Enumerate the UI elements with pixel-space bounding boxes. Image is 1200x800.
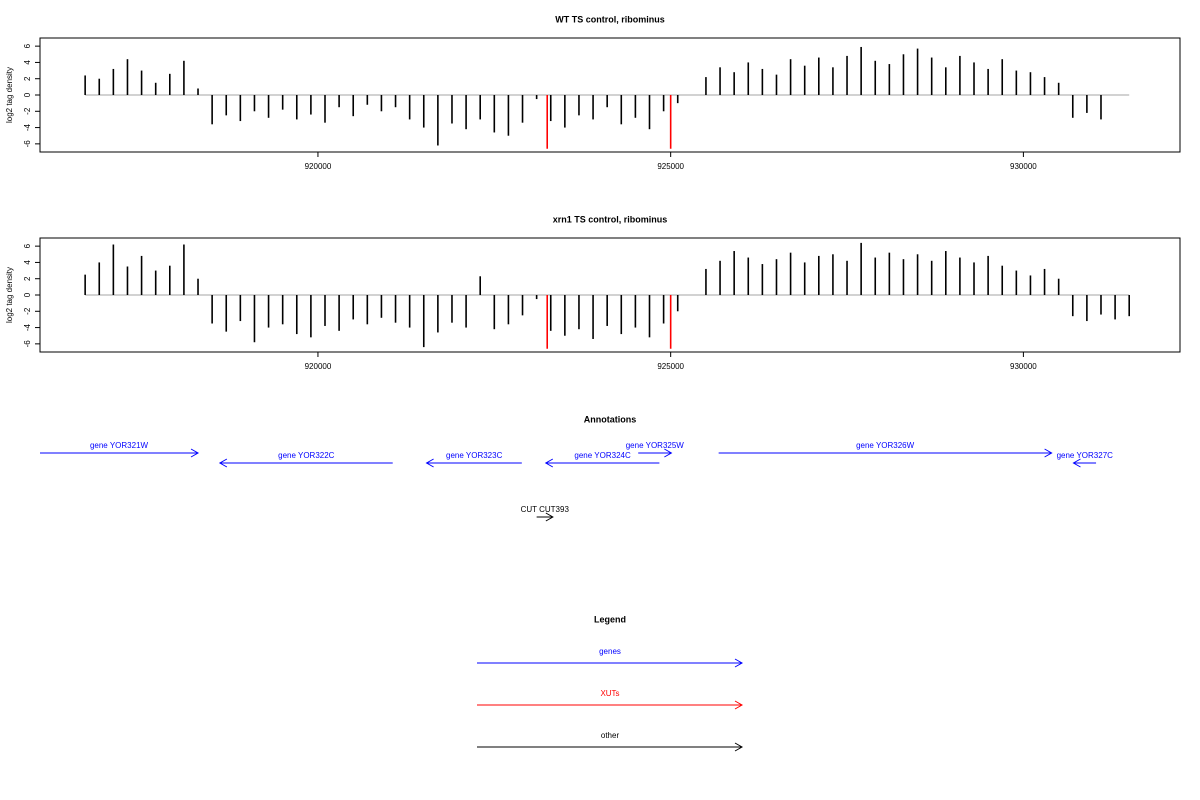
arrow-head	[218, 458, 228, 468]
feature-label: gene YOR325W	[626, 441, 685, 450]
feature-label: CUT CUT393	[521, 505, 570, 514]
y-tick-label: 0	[23, 292, 32, 297]
feature-arrow	[425, 458, 522, 468]
feature-arrow	[40, 448, 200, 458]
feature-label: gene YOR326W	[856, 441, 915, 450]
chart-title: xrn1 TS control, ribominus	[553, 214, 668, 224]
y-tick-label: -6	[23, 340, 32, 348]
arrow-head	[734, 700, 744, 710]
feature-arrow	[218, 458, 393, 468]
feature-arrow	[544, 458, 660, 468]
y-tick-label: -2	[23, 107, 32, 115]
x-tick-label: 925000	[657, 362, 684, 371]
x-tick-label: 930000	[1010, 162, 1037, 171]
feature-label: gene YOR321W	[90, 441, 149, 450]
annotations-title: Annotations	[584, 414, 637, 424]
x-tick-label: 920000	[305, 362, 332, 371]
x-tick-label: 925000	[657, 162, 684, 171]
feature-label: gene YOR322C	[278, 451, 335, 460]
arrow-head	[544, 458, 554, 468]
y-tick-label: 0	[23, 92, 32, 97]
legend-title: Legend	[594, 614, 626, 624]
arrow-head	[734, 658, 744, 668]
y-tick-label: 6	[23, 243, 32, 248]
y-tick-label: 2	[23, 76, 32, 81]
y-axis-label: log2 tag density	[5, 267, 14, 323]
arrow-head	[1072, 458, 1081, 468]
legend-label: XUTs	[600, 689, 619, 698]
y-tick-label: 2	[23, 276, 32, 281]
feature-label: gene YOR323C	[446, 451, 503, 460]
x-tick-label: 920000	[305, 162, 332, 171]
y-tick-label: -6	[23, 140, 32, 148]
legend-arrow	[477, 742, 744, 752]
arrow-head	[190, 448, 200, 458]
feature-label: gene YOR327C	[1057, 451, 1114, 460]
chart-title: WT TS control, ribominus	[555, 14, 665, 24]
legend-arrow	[477, 658, 744, 668]
x-tick-label: 930000	[1010, 362, 1037, 371]
arrow-head	[664, 448, 673, 458]
feature-arrow	[638, 448, 673, 458]
arrow-head	[734, 742, 744, 752]
y-tick-label: 6	[23, 43, 32, 48]
legend-label: other	[601, 731, 620, 740]
feature-arrow	[536, 512, 554, 522]
feature-arrow	[1072, 458, 1097, 468]
y-tick-label: -2	[23, 307, 32, 315]
arrow-head	[425, 458, 434, 468]
y-tick-label: -4	[23, 323, 32, 331]
y-tick-label: 4	[23, 260, 32, 265]
arrow-head	[545, 512, 554, 522]
legend-label: genes	[599, 647, 621, 656]
feature-label: gene YOR324C	[574, 451, 631, 460]
y-axis-label: log2 tag density	[5, 67, 14, 123]
y-tick-label: 4	[23, 60, 32, 65]
arrow-head	[1044, 448, 1053, 458]
legend-arrow	[477, 700, 744, 710]
feature-arrow	[718, 448, 1053, 458]
y-tick-label: -4	[23, 123, 32, 131]
